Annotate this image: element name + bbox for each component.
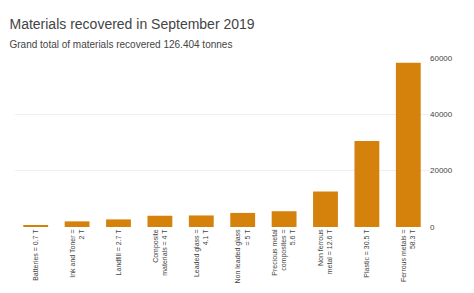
svg-text:Ink and Toner =2 T: Ink and Toner =2 T <box>69 229 85 278</box>
svg-text:Batteries = 0.7 T: Batteries = 0.7 T <box>32 229 39 281</box>
svg-text:Materials recovered in Septemb: Materials recovered in September 2019 <box>9 16 254 32</box>
svg-text:Precious metalcomposites =5.6: Precious metalcomposites =5.6 T <box>271 229 296 276</box>
svg-text:Leaded glass =4.1 T: Leaded glass =4.1 T <box>193 229 209 277</box>
svg-text:60000: 60000 <box>430 54 453 63</box>
svg-text:0: 0 <box>430 223 435 232</box>
svg-text:Landfill = 2.7 T: Landfill = 2.7 T <box>115 229 122 276</box>
svg-text:Ferrous metals =58.3 T: Ferrous metals =58.3 T <box>400 229 416 282</box>
svg-text:20000: 20000 <box>430 166 453 175</box>
svg-text:Non ferrousmetal = 12.6 T: Non ferrousmetal = 12.6 T <box>317 229 333 275</box>
svg-text:Non leaded glass= 5 T: Non leaded glass= 5 T <box>234 229 250 284</box>
svg-text:Plastic = 30.5 T: Plastic = 30.5 T <box>363 229 370 278</box>
svg-text:40000: 40000 <box>430 110 453 119</box>
svg-text:Compositematerials = 4 T: Compositematerials = 4 T <box>152 229 168 276</box>
svg-text:Grand total of materials recov: Grand total of materials recovered 126.4… <box>9 39 232 50</box>
